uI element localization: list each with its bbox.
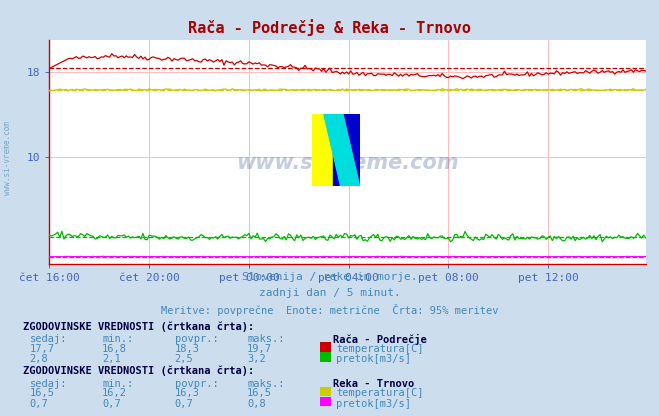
Text: 18,3: 18,3: [175, 344, 200, 354]
Text: povpr.:: povpr.:: [175, 334, 218, 344]
Text: pretok[m3/s]: pretok[m3/s]: [336, 354, 411, 364]
Text: 16,2: 16,2: [102, 388, 127, 398]
Text: www.si-vreme.com: www.si-vreme.com: [237, 153, 459, 173]
Text: 0,8: 0,8: [247, 399, 266, 409]
Text: 2,8: 2,8: [30, 354, 48, 364]
Text: ZGODOVINSKE VREDNOSTI (črtkana črta):: ZGODOVINSKE VREDNOSTI (črtkana črta):: [23, 366, 254, 376]
Text: sedaj:: sedaj:: [30, 379, 67, 389]
Text: 16,5: 16,5: [247, 388, 272, 398]
Text: 0,7: 0,7: [102, 399, 121, 409]
Text: Rača - Podrečje & Reka - Trnovo: Rača - Podrečje & Reka - Trnovo: [188, 19, 471, 35]
Text: 16,5: 16,5: [30, 388, 55, 398]
Text: povpr.:: povpr.:: [175, 379, 218, 389]
Text: Rača - Podrečje: Rača - Podrečje: [333, 334, 426, 344]
Text: maks.:: maks.:: [247, 334, 285, 344]
Text: 16,3: 16,3: [175, 388, 200, 398]
Text: maks.:: maks.:: [247, 379, 285, 389]
Text: min.:: min.:: [102, 334, 133, 344]
Text: 17,7: 17,7: [30, 344, 55, 354]
Text: ZGODOVINSKE VREDNOSTI (črtkana črta):: ZGODOVINSKE VREDNOSTI (črtkana črta):: [23, 321, 254, 332]
Text: Meritve: povprečne  Enote: metrične  Črta: 95% meritev: Meritve: povprečne Enote: metrične Črta:…: [161, 304, 498, 316]
Text: 16,8: 16,8: [102, 344, 127, 354]
Text: 0,7: 0,7: [30, 399, 48, 409]
Text: 0,7: 0,7: [175, 399, 193, 409]
Text: 2,5: 2,5: [175, 354, 193, 364]
Text: www.si-vreme.com: www.si-vreme.com: [3, 121, 13, 195]
Text: min.:: min.:: [102, 379, 133, 389]
Text: temperatura[C]: temperatura[C]: [336, 344, 424, 354]
Text: sedaj:: sedaj:: [30, 334, 67, 344]
Text: 19,7: 19,7: [247, 344, 272, 354]
Text: 3,2: 3,2: [247, 354, 266, 364]
Text: temperatura[C]: temperatura[C]: [336, 388, 424, 398]
Text: pretok[m3/s]: pretok[m3/s]: [336, 399, 411, 409]
Text: Reka - Trnovo: Reka - Trnovo: [333, 379, 414, 389]
Text: Slovenija / reke in morje.: Slovenija / reke in morje.: [242, 272, 417, 282]
Text: zadnji dan / 5 minut.: zadnji dan / 5 minut.: [258, 288, 401, 298]
Text: 2,1: 2,1: [102, 354, 121, 364]
